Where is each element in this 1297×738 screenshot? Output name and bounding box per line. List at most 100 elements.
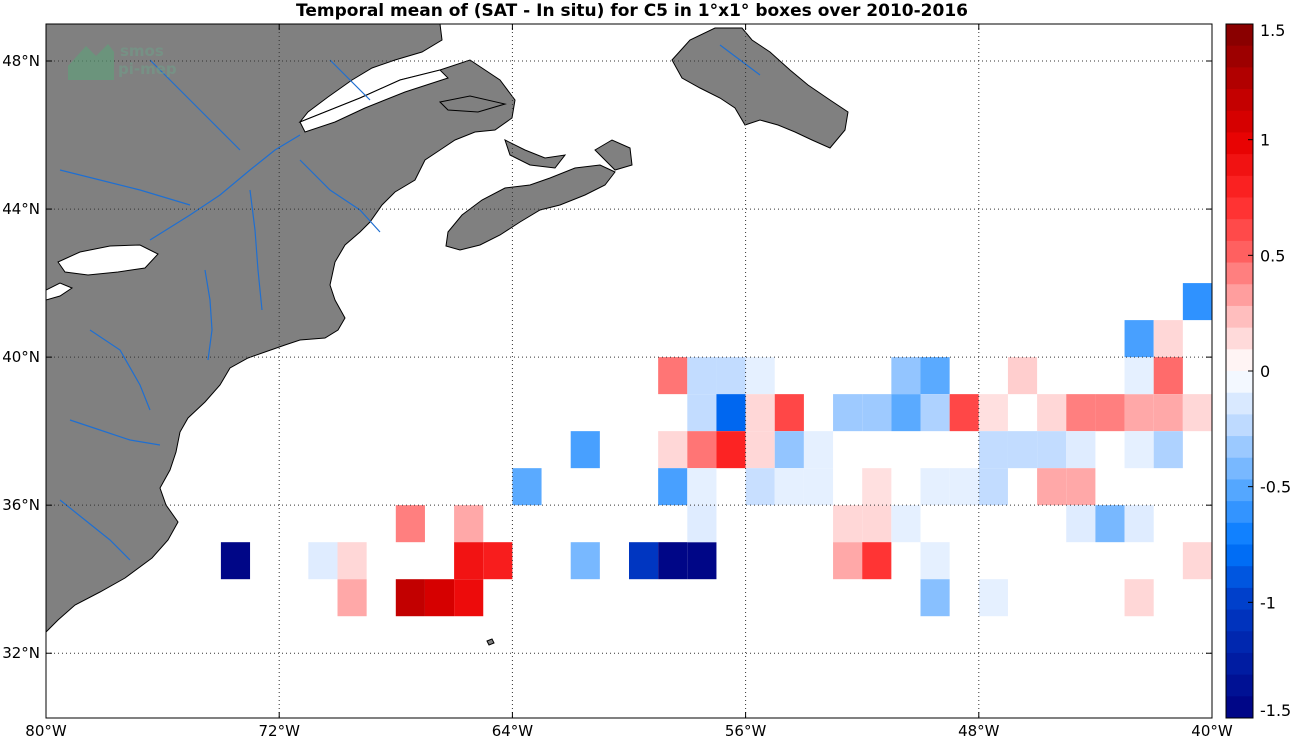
heatmap-cell (1124, 357, 1154, 395)
colorbar-swatch (1226, 414, 1253, 437)
heatmap-cell (920, 468, 950, 506)
y-axis-ticks: 32°N 36°N 40°N 44°N 48°N (2, 52, 1212, 662)
heatmap-cell (454, 542, 484, 580)
y-tick-label: 32°N (2, 644, 40, 662)
x-tick-label: 72°W (258, 722, 300, 738)
heatmap-cell (1124, 505, 1154, 543)
heatmap-cell (949, 468, 979, 506)
colorbar-swatch (1226, 501, 1253, 524)
heatmap-cell (862, 394, 892, 432)
river-hudson (204, 269, 213, 361)
colorbar-swatch (1226, 284, 1253, 307)
river-newfoundland (719, 44, 761, 76)
colorbar-swatch (1226, 566, 1253, 589)
land-layer (46, 24, 849, 646)
heatmap-cell (687, 505, 717, 543)
heatmap-cell (978, 579, 1008, 617)
heatmap-cell (658, 468, 688, 506)
heatmap-cell (978, 431, 1008, 469)
heatmap-cell (337, 542, 367, 580)
heatmap-cell (1037, 394, 1067, 432)
heatmap-cell (862, 542, 892, 580)
colorbar-swatch (1226, 696, 1253, 719)
colorbar-tick-label: 1.5 (1260, 21, 1285, 40)
colorbar-swatch (1226, 392, 1253, 415)
heatmap-cell (978, 468, 1008, 506)
colorbar-swatch (1226, 371, 1253, 394)
heatmap-cell (395, 579, 425, 617)
x-tick-label: 40°W (1191, 722, 1233, 738)
heatmap-cell (833, 542, 863, 580)
colorbar-swatch (1226, 219, 1253, 242)
land-nova-scotia (445, 164, 616, 251)
colorbar-tick-label: 1 (1260, 131, 1270, 150)
land-newfoundland (671, 27, 849, 149)
heatmap-cell (891, 357, 921, 395)
land-bermuda (486, 638, 495, 646)
colorbar-tick-label: 0.5 (1260, 246, 1285, 265)
heatmap-cell (395, 505, 425, 543)
colorbar-swatch (1226, 327, 1253, 350)
colorbar-swatch (1226, 631, 1253, 654)
heatmap-cell (424, 579, 455, 617)
colorbar (1226, 24, 1253, 719)
heatmap-cell (1037, 468, 1067, 506)
heatmap-cell (1066, 394, 1096, 432)
colorbar-swatch (1226, 89, 1253, 112)
river-saint-john (299, 159, 381, 233)
colorbar-swatch (1226, 522, 1253, 545)
heatmap-cell (1124, 579, 1154, 617)
x-tick-label: 80°W (25, 722, 67, 738)
x-tick-label: 56°W (725, 722, 767, 738)
heatmap-cell (1182, 394, 1212, 432)
colorbar-tick-label: 0 (1260, 362, 1270, 381)
heatmap-cell (745, 357, 775, 395)
colorbar-tick-label: -0.5 (1260, 478, 1291, 497)
heatmap-cell (1182, 542, 1212, 580)
heatmap-cell (774, 394, 804, 432)
heatmap-cell (658, 357, 688, 395)
logo-mark-icon (68, 44, 114, 80)
heatmap-cell (1066, 468, 1096, 506)
heatmap-cell (716, 357, 746, 395)
heatmap-cell (716, 431, 746, 469)
heatmap-cell (570, 542, 600, 580)
heatmap-cell (920, 579, 950, 617)
heatmap-cell (920, 357, 950, 395)
heatmap-cell (891, 505, 921, 543)
y-tick-label: 40°N (2, 348, 40, 366)
lake-ontario (57, 244, 159, 276)
land-pei (504, 139, 567, 169)
heatmap-cell (1037, 431, 1067, 469)
heatmap-cell (920, 542, 950, 580)
heatmap-cell (483, 542, 513, 580)
heatmap-cell (658, 542, 688, 580)
st-lawrence-estuary (299, 69, 449, 133)
colorbar-ticks: 1.5 1 0.5 0 -0.5 -1 -1.5 (1248, 21, 1291, 720)
heatmap-cell (803, 468, 834, 506)
heatmap-cell (862, 468, 892, 506)
heatmap-cell (833, 505, 863, 543)
heatmap-cell (833, 394, 863, 432)
heatmap-cell (658, 431, 688, 469)
heatmap-cell (1007, 357, 1038, 395)
heatmap-cell (687, 394, 717, 432)
heatmap-cell (1182, 283, 1212, 321)
y-tick-label: 44°N (2, 200, 40, 218)
x-axis-ticks: 80°W 72°W 64°W 56°W 48°W 40°W (25, 24, 1233, 738)
colorbar-swatch (1226, 45, 1253, 68)
heatmap-cell (687, 542, 717, 580)
lake-erie (46, 282, 74, 301)
heatmap-cell (1095, 394, 1125, 432)
heatmap-cell (1124, 394, 1154, 432)
logo-line2: pi-mep (118, 60, 177, 78)
heatmap-cell (454, 505, 484, 543)
colorbar-swatch (1226, 609, 1253, 632)
river-potomac (69, 419, 161, 446)
colorbar-swatch (1226, 240, 1253, 264)
heatmap-cell (1153, 357, 1183, 395)
river-ottawa (59, 169, 191, 206)
river-saguenay (329, 59, 371, 101)
heatmap-cell (629, 542, 659, 580)
colorbar-swatch (1226, 197, 1253, 220)
